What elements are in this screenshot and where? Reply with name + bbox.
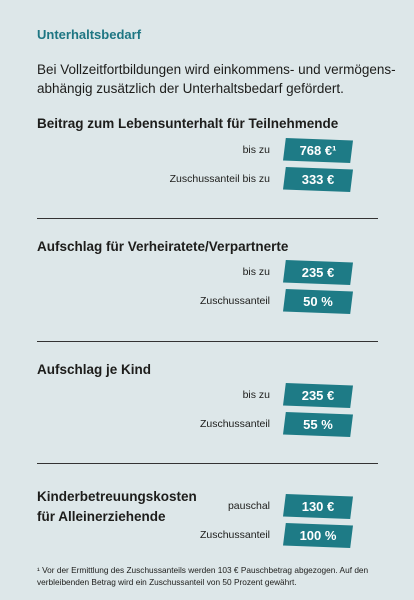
row-label: pauschal <box>227 500 270 512</box>
section-heading: für Alleinerziehende <box>37 509 166 524</box>
section-heading: Aufschlag für Verheiratete/Verpartnerte <box>37 239 289 254</box>
section-heading: Beitrag zum Lebensunterhalt für Teilnehm… <box>37 116 339 131</box>
row-label: bis zu <box>242 144 270 156</box>
row-label: Zuschussanteil <box>199 418 270 430</box>
footnote: verbleibenden Betrag wird ein Zuschussan… <box>37 577 297 587</box>
intro-text: Bei Vollzeitfortbildungen wird einkommen… <box>37 62 396 77</box>
footnote: ¹ Vor der Ermittlung des Zuschussanteils… <box>37 565 369 575</box>
divider <box>37 218 378 219</box>
intro-text: abhängig zusätzlich der Unterhaltsbedarf… <box>37 81 344 96</box>
row-label: bis zu <box>242 389 270 401</box>
section-heading: Aufschlag je Kind <box>37 362 152 377</box>
value-badge: 768 €¹ <box>283 138 353 163</box>
value-badge: 235 € <box>283 260 353 285</box>
value-badge: 50 % <box>283 289 353 314</box>
value-badge: 130 € <box>283 494 353 519</box>
row-label: Zuschussanteil bis zu <box>169 173 270 185</box>
value-badge: 55 % <box>283 412 353 437</box>
divider <box>37 341 378 342</box>
title: Unterhaltsbedarf <box>37 27 142 42</box>
row-label: Zuschussanteil <box>199 529 270 541</box>
row-label: Zuschussanteil <box>199 295 270 307</box>
value-badge: 100 % <box>283 523 353 548</box>
value-badge: 333 € <box>283 167 353 192</box>
divider <box>37 463 378 464</box>
section-heading: Kinderbetreuungskosten <box>37 489 197 504</box>
value-badge: 235 € <box>283 383 353 408</box>
row-label: bis zu <box>242 266 270 278</box>
